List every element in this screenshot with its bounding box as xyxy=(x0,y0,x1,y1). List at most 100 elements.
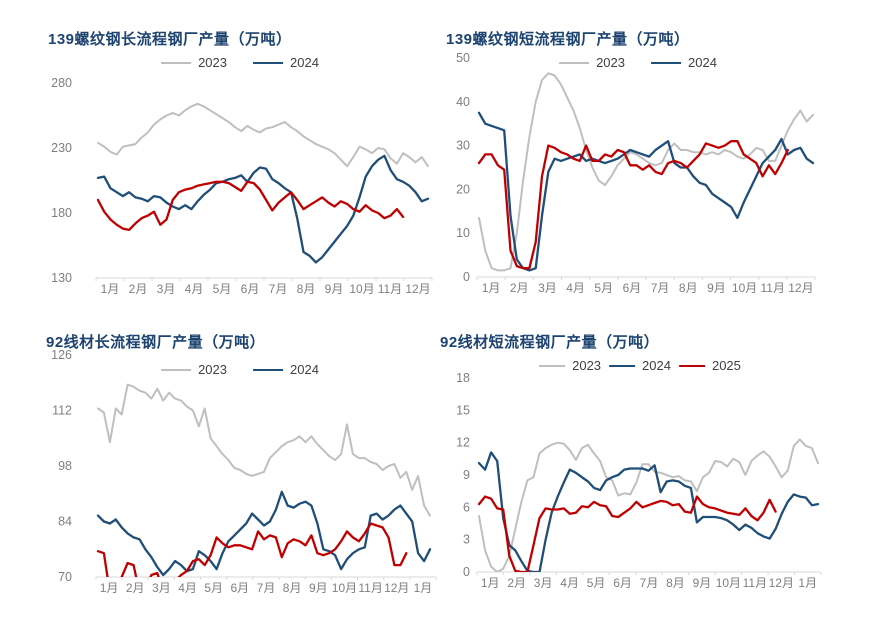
x-tick-label: 9月 xyxy=(309,581,328,595)
x-tick-label: 8月 xyxy=(679,281,698,295)
x-tick-label: 7月 xyxy=(269,282,288,296)
chart-title: 139螺纹钢短流程钢厂产量（万吨） xyxy=(446,31,690,48)
legend-item-2024: 2024 xyxy=(651,56,717,69)
series-line-2025 xyxy=(477,140,789,270)
x-tick-label: 3月 xyxy=(152,581,171,595)
legend-item-2024: 2024 xyxy=(609,359,671,372)
x-tick-label: 1月 xyxy=(414,581,433,595)
y-tick-label: 130 xyxy=(51,271,72,285)
x-tick-label: 4月 xyxy=(560,576,579,590)
series-line-2025 xyxy=(477,495,777,572)
legend-label: 2024 xyxy=(290,362,319,377)
series-line-2023 xyxy=(478,438,819,572)
chart-rebar-short-process: 139螺纹钢短流程钢厂产量（万吨） 2023 2024 1月 2月 3月 4月 5月 6月 7… xyxy=(440,0,886,309)
x-tick-label: 6月 xyxy=(231,581,250,595)
y-tick-label: 112 xyxy=(52,404,72,418)
x-tick-label: 7月 xyxy=(257,581,276,595)
series-line-2023 xyxy=(97,102,429,168)
series-group xyxy=(96,383,432,577)
x-tick-label: 4月 xyxy=(185,282,204,296)
chart-rebar-long-process: 139螺纹钢长流程钢厂产量（万吨） 2023 2024 1月 2月 3月 4月 5月 6月 7… xyxy=(0,0,440,309)
legend-label: 2024 xyxy=(642,358,671,373)
x-tick-label: 6月 xyxy=(613,576,632,590)
legend-label: 2024 xyxy=(290,55,319,70)
y-tick-label: 40 xyxy=(456,95,470,109)
y-tick-label: 20 xyxy=(456,182,470,196)
y-tick-label: 15 xyxy=(456,403,470,417)
legend-item-2024: 2024 xyxy=(253,56,319,69)
x-tick-label: 9月 xyxy=(325,282,344,296)
y-tick-label: 9 xyxy=(463,468,470,482)
x-tick-label: 3月 xyxy=(538,281,557,295)
x-tick-label: 1月 xyxy=(798,576,817,590)
legend-swatch-2023 xyxy=(559,61,590,64)
x-tick-label: 2月 xyxy=(129,282,148,296)
y-tick-label: 84 xyxy=(58,515,72,529)
x-tick-label: 12月 xyxy=(769,576,794,590)
y-tick-label: 10 xyxy=(456,226,470,240)
series-line-2024 xyxy=(477,451,820,572)
legend-swatch-2023 xyxy=(161,368,192,371)
y-tick-label: 180 xyxy=(51,206,72,220)
x-tick-label: 11月 xyxy=(358,581,382,595)
chart-legend: 2023 2024 2025 xyxy=(539,359,741,372)
x-tick-label: 11月 xyxy=(378,282,402,296)
x-tick-label: 8月 xyxy=(666,576,685,590)
legend-item-2023: 2023 xyxy=(559,56,625,69)
y-tick-label: 230 xyxy=(51,141,72,155)
legend-label: 2023 xyxy=(572,358,602,373)
chart-title: 139螺纹钢长流程钢厂产量（万吨） xyxy=(48,31,292,48)
x-tick-label: 1月 xyxy=(482,281,501,295)
x-tick-label: 9月 xyxy=(693,576,712,590)
chart-legend: 2023 2024 xyxy=(559,56,717,69)
series-line-2024 xyxy=(96,490,432,577)
y-tick-label: 0 xyxy=(463,270,470,284)
x-tick-label: 1月 xyxy=(101,282,120,296)
x-tick-label: 10月 xyxy=(332,581,357,595)
chart-title: 92线材长流程钢厂产量（万吨） xyxy=(46,334,266,351)
legend-item-2023: 2023 xyxy=(161,363,227,376)
legend-item-2023: 2023 xyxy=(539,359,601,372)
series-line-2024 xyxy=(477,111,815,272)
x-tick-label: 6月 xyxy=(623,281,642,295)
legend-item-2025: 2025 xyxy=(678,358,741,373)
series-line-2025 xyxy=(96,522,408,577)
legend-swatch-2023 xyxy=(539,364,566,367)
x-tick-label: 8月 xyxy=(297,282,316,296)
x-tick-label: 5月 xyxy=(594,281,613,295)
series-line-2025 xyxy=(96,180,405,232)
legend-swatch-2024 xyxy=(651,61,681,64)
y-tick-label: 3 xyxy=(463,533,470,547)
y-tick-label: 280 xyxy=(51,76,72,90)
x-tick-label: 10月 xyxy=(349,282,374,296)
series-group xyxy=(477,72,815,272)
x-tick-label: 4月 xyxy=(178,581,197,595)
legend-swatch-2023 xyxy=(161,61,192,64)
x-tick-label: 2月 xyxy=(507,576,526,590)
x-tick-label: 4月 xyxy=(566,281,585,295)
legend-label: 2024 xyxy=(688,55,717,70)
chart-title: 92线材短流程钢厂产量（万吨） xyxy=(440,334,660,351)
x-tick-label: 5月 xyxy=(587,576,606,590)
x-tick-label: 2月 xyxy=(126,581,145,595)
x-tick-label: 7月 xyxy=(640,576,659,590)
chart-wirerod-long-process: 92线材长流程钢厂产量（万吨） 2023 2024 1月 2月 3月 4月 5月 6月 7月 8… xyxy=(0,309,440,618)
x-tick-label: 1月 xyxy=(481,576,500,590)
x-tick-label: 12月 xyxy=(788,281,813,295)
y-tick-label: 98 xyxy=(58,459,72,473)
legend-swatch-2024 xyxy=(253,61,283,64)
x-tick-label: 11月 xyxy=(761,281,785,295)
legend-label: 2025 xyxy=(711,358,741,373)
x-tick-label: 8月 xyxy=(283,581,302,595)
x-tick-label: 9月 xyxy=(707,281,726,295)
x-tick-label: 5月 xyxy=(213,282,232,296)
x-tick-label: 12月 xyxy=(384,581,409,595)
x-tick-label: 10月 xyxy=(716,576,741,590)
y-tick-label: 126 xyxy=(51,348,72,362)
y-tick-label: 50 xyxy=(456,51,470,65)
y-tick-label: 30 xyxy=(456,139,470,153)
x-tick-label: 5月 xyxy=(204,581,223,595)
y-tick-label: 12 xyxy=(456,436,470,450)
x-tick-label: 2月 xyxy=(510,281,529,295)
